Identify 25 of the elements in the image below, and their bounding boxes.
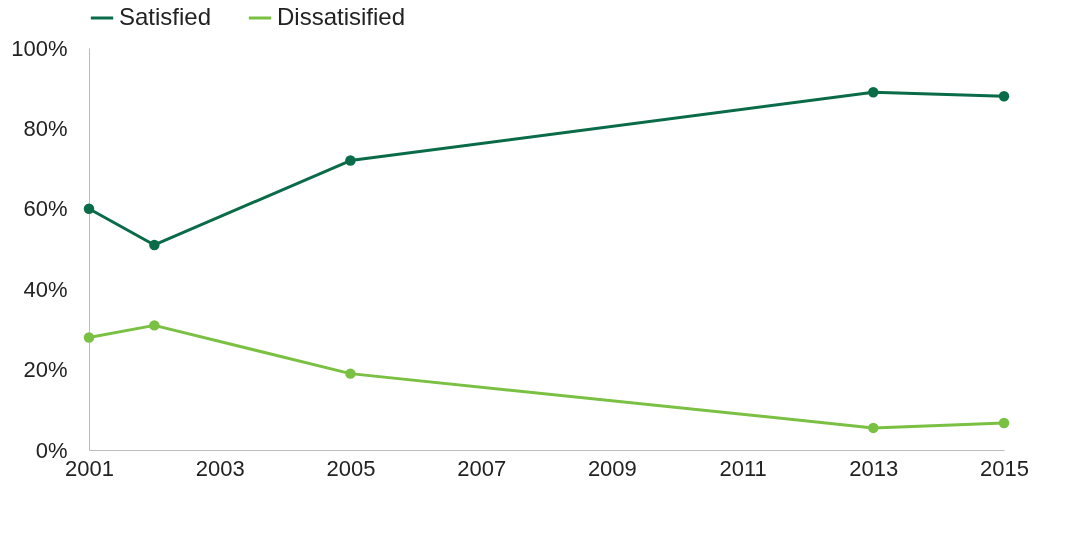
- x-tick-label: 2013: [849, 455, 899, 481]
- legend-label: Dissatisified: [277, 3, 406, 30]
- point: [149, 239, 160, 251]
- point: [345, 368, 356, 379]
- x-tick-label: 2007: [457, 455, 507, 481]
- y-tick-label: 40%: [23, 276, 68, 302]
- point: [149, 320, 160, 331]
- legend-label: Satisfied: [119, 3, 212, 30]
- y-tick-label: 80%: [23, 115, 68, 141]
- point: [868, 422, 879, 434]
- y-tick-label: 20%: [23, 357, 68, 383]
- point: [998, 417, 1010, 429]
- y-tick-label: 60%: [23, 196, 68, 222]
- point: [83, 203, 95, 215]
- point: [998, 91, 1010, 102]
- point: [345, 155, 356, 166]
- y-tick-label: 100%: [11, 35, 68, 61]
- x-tick-label: 2011: [719, 455, 767, 481]
- point: [868, 86, 879, 98]
- x-tick-label: 2003: [195, 455, 245, 481]
- x-tick-label: 2009: [587, 455, 637, 481]
- y-tick-label: 0%: [35, 437, 68, 463]
- point: [83, 332, 95, 343]
- x-tick-label: 2005: [326, 455, 376, 481]
- x-tick-label: 2015: [980, 455, 1029, 481]
